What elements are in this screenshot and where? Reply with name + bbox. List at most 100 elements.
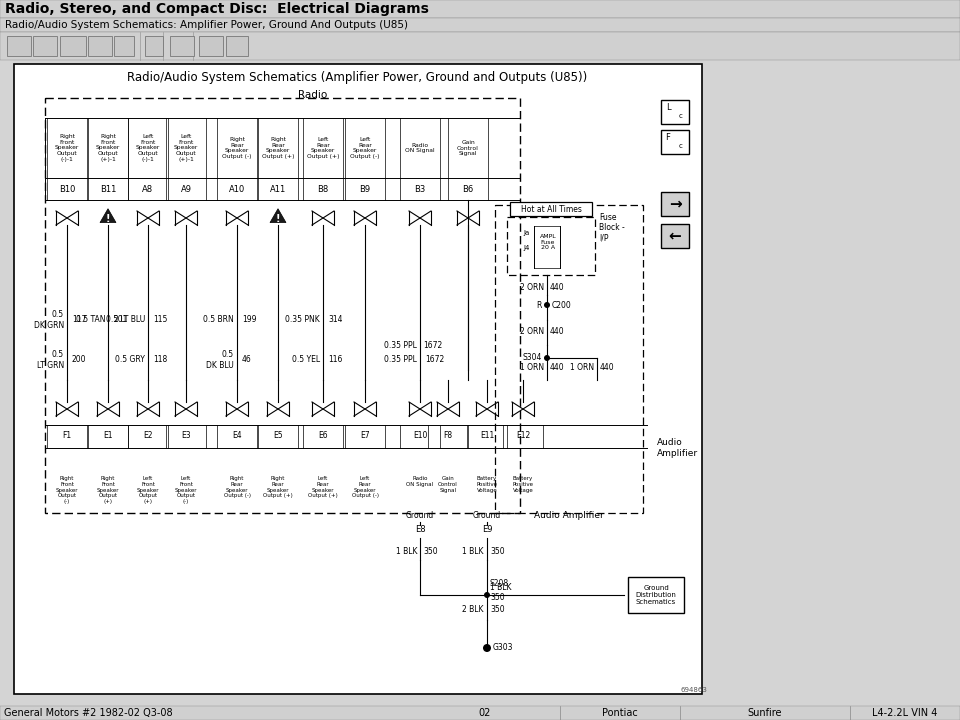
Text: 0.35 PPL: 0.35 PPL bbox=[384, 341, 417, 349]
Text: E2: E2 bbox=[143, 431, 153, 441]
Bar bbox=[0, 32, 960, 60]
Bar bbox=[199, 36, 223, 56]
Text: 1 ORN: 1 ORN bbox=[570, 364, 594, 372]
Circle shape bbox=[544, 355, 550, 361]
Text: Battery
Positive
Voltage: Battery Positive Voltage bbox=[513, 476, 534, 492]
Text: 2 BLK: 2 BLK bbox=[463, 606, 484, 614]
Text: 350: 350 bbox=[490, 593, 505, 601]
Bar bbox=[495, 205, 643, 513]
Text: Right
Front
Speaker
Output
(+)-1: Right Front Speaker Output (+)-1 bbox=[96, 134, 120, 162]
Text: 46: 46 bbox=[242, 356, 252, 364]
Text: 694863: 694863 bbox=[681, 687, 708, 693]
Text: 0.5
DK BLU: 0.5 DK BLU bbox=[206, 351, 234, 369]
Text: Radio
ON Signal: Radio ON Signal bbox=[405, 143, 435, 153]
Text: E7: E7 bbox=[360, 431, 370, 441]
Text: E1: E1 bbox=[104, 431, 112, 441]
Text: Right
Front
Speaker
Output
(+): Right Front Speaker Output (+) bbox=[97, 476, 119, 504]
Text: 02: 02 bbox=[479, 708, 492, 718]
Text: Right
Rear
Speaker
Output (-): Right Rear Speaker Output (-) bbox=[223, 137, 252, 159]
Text: 0.35 PPL: 0.35 PPL bbox=[384, 356, 417, 364]
Text: 199: 199 bbox=[242, 315, 256, 325]
Text: Radio/Audio System Schematics (Amplifier Power, Ground and Outputs (U85)): Radio/Audio System Schematics (Amplifier… bbox=[127, 71, 588, 84]
Bar bbox=[33, 36, 57, 56]
Text: 440: 440 bbox=[600, 364, 614, 372]
Text: 115: 115 bbox=[153, 315, 167, 325]
Text: 0.35 PNK: 0.35 PNK bbox=[285, 315, 320, 325]
Text: Right
Front
Speaker
Output
(-)-1: Right Front Speaker Output (-)-1 bbox=[55, 134, 79, 162]
Text: S304: S304 bbox=[522, 354, 542, 362]
Polygon shape bbox=[270, 209, 286, 222]
Text: 1 BLK: 1 BLK bbox=[490, 583, 512, 593]
Text: 1 ORN: 1 ORN bbox=[520, 364, 544, 372]
Text: Right
Rear
Speaker
Output (-): Right Rear Speaker Output (-) bbox=[224, 476, 251, 498]
Bar bbox=[510, 202, 592, 216]
Text: L: L bbox=[665, 104, 670, 112]
Text: Left
Rear
Speaker
Output (+): Left Rear Speaker Output (+) bbox=[308, 476, 338, 498]
Text: J4: J4 bbox=[524, 245, 530, 251]
Text: !: ! bbox=[106, 214, 110, 224]
Bar bbox=[170, 36, 194, 56]
Bar bbox=[0, 18, 960, 32]
Circle shape bbox=[483, 644, 491, 652]
Text: Right
Front
Speaker
Output
(-): Right Front Speaker Output (-) bbox=[56, 476, 79, 504]
Text: Left
Rear
Speaker
Output (-): Left Rear Speaker Output (-) bbox=[351, 476, 378, 498]
Bar bbox=[0, 0, 960, 18]
Text: 1672: 1672 bbox=[423, 341, 443, 349]
Text: Hot at All Times: Hot at All Times bbox=[520, 204, 582, 214]
Text: S208: S208 bbox=[489, 578, 508, 588]
Text: 440: 440 bbox=[550, 364, 564, 372]
Text: C200: C200 bbox=[552, 300, 572, 310]
Text: G303: G303 bbox=[493, 644, 514, 652]
Text: 0.5
DK GRN: 0.5 DK GRN bbox=[34, 310, 64, 330]
Text: ←: ← bbox=[668, 228, 682, 243]
Bar bbox=[88, 36, 112, 56]
Text: Ja: Ja bbox=[524, 230, 530, 236]
Text: Left
Front
Speaker
Output
(-)-1: Left Front Speaker Output (-)-1 bbox=[135, 134, 160, 162]
Bar bbox=[60, 36, 86, 56]
Text: Audio
Amplifier: Audio Amplifier bbox=[657, 438, 698, 458]
Text: L4-2.2L VIN 4: L4-2.2L VIN 4 bbox=[873, 708, 938, 718]
Text: B11: B11 bbox=[100, 184, 116, 194]
Text: Radio/Audio System Schematics: Amplifier Power, Ground And Outputs (U85): Radio/Audio System Schematics: Amplifier… bbox=[5, 20, 408, 30]
Text: 314: 314 bbox=[328, 315, 343, 325]
Text: B9: B9 bbox=[359, 184, 371, 194]
Text: Left
Rear
Speaker
Output (-): Left Rear Speaker Output (-) bbox=[350, 137, 380, 159]
Text: Radio
ON Signal: Radio ON Signal bbox=[406, 476, 434, 487]
Text: Left
Rear
Speaker
Output (+): Left Rear Speaker Output (+) bbox=[307, 137, 339, 159]
Text: 117: 117 bbox=[72, 315, 86, 325]
Text: !: ! bbox=[276, 214, 280, 224]
Bar bbox=[7, 36, 31, 56]
Text: Radio, Stereo, and Compact Disc:  Electrical Diagrams: Radio, Stereo, and Compact Disc: Electri… bbox=[5, 2, 429, 16]
Text: 0.5 TAN: 0.5 TAN bbox=[76, 315, 105, 325]
Text: F1: F1 bbox=[62, 431, 72, 441]
Bar bbox=[0, 706, 960, 720]
Text: 0.5
LT GRN: 0.5 LT GRN bbox=[36, 351, 64, 369]
Text: Ground: Ground bbox=[406, 511, 434, 521]
Text: Gain
Control
Signal: Gain Control Signal bbox=[457, 140, 479, 156]
Text: F: F bbox=[665, 133, 670, 143]
Text: A11: A11 bbox=[270, 184, 286, 194]
Text: E5: E5 bbox=[274, 431, 283, 441]
Text: 440: 440 bbox=[550, 282, 564, 292]
Text: B6: B6 bbox=[463, 184, 473, 194]
Text: E8: E8 bbox=[415, 526, 425, 534]
Text: E12: E12 bbox=[516, 431, 530, 441]
Text: Battery
Positive
Voltage: Battery Positive Voltage bbox=[476, 476, 497, 492]
Text: Left
Front
Speaker
Output
(+): Left Front Speaker Output (+) bbox=[136, 476, 159, 504]
Text: 350: 350 bbox=[423, 546, 438, 556]
Text: Radio: Radio bbox=[298, 90, 327, 100]
Text: A10: A10 bbox=[228, 184, 245, 194]
Text: Left
Front
Speaker
Output
(+)-1: Left Front Speaker Output (+)-1 bbox=[174, 134, 198, 162]
Bar bbox=[114, 36, 134, 56]
Text: Pontiac: Pontiac bbox=[602, 708, 637, 718]
Text: A8: A8 bbox=[142, 184, 154, 194]
Bar bbox=[14, 64, 702, 694]
Text: General Motors #2 1982-02 Q3-08: General Motors #2 1982-02 Q3-08 bbox=[4, 708, 173, 718]
Text: 2 ORN: 2 ORN bbox=[520, 282, 544, 292]
Text: Audio Amplifier: Audio Amplifier bbox=[534, 511, 604, 521]
Text: c: c bbox=[679, 143, 683, 149]
Text: →: → bbox=[668, 197, 682, 212]
Text: 350: 350 bbox=[490, 606, 505, 614]
Text: 200: 200 bbox=[72, 356, 86, 364]
Text: E6: E6 bbox=[318, 431, 327, 441]
